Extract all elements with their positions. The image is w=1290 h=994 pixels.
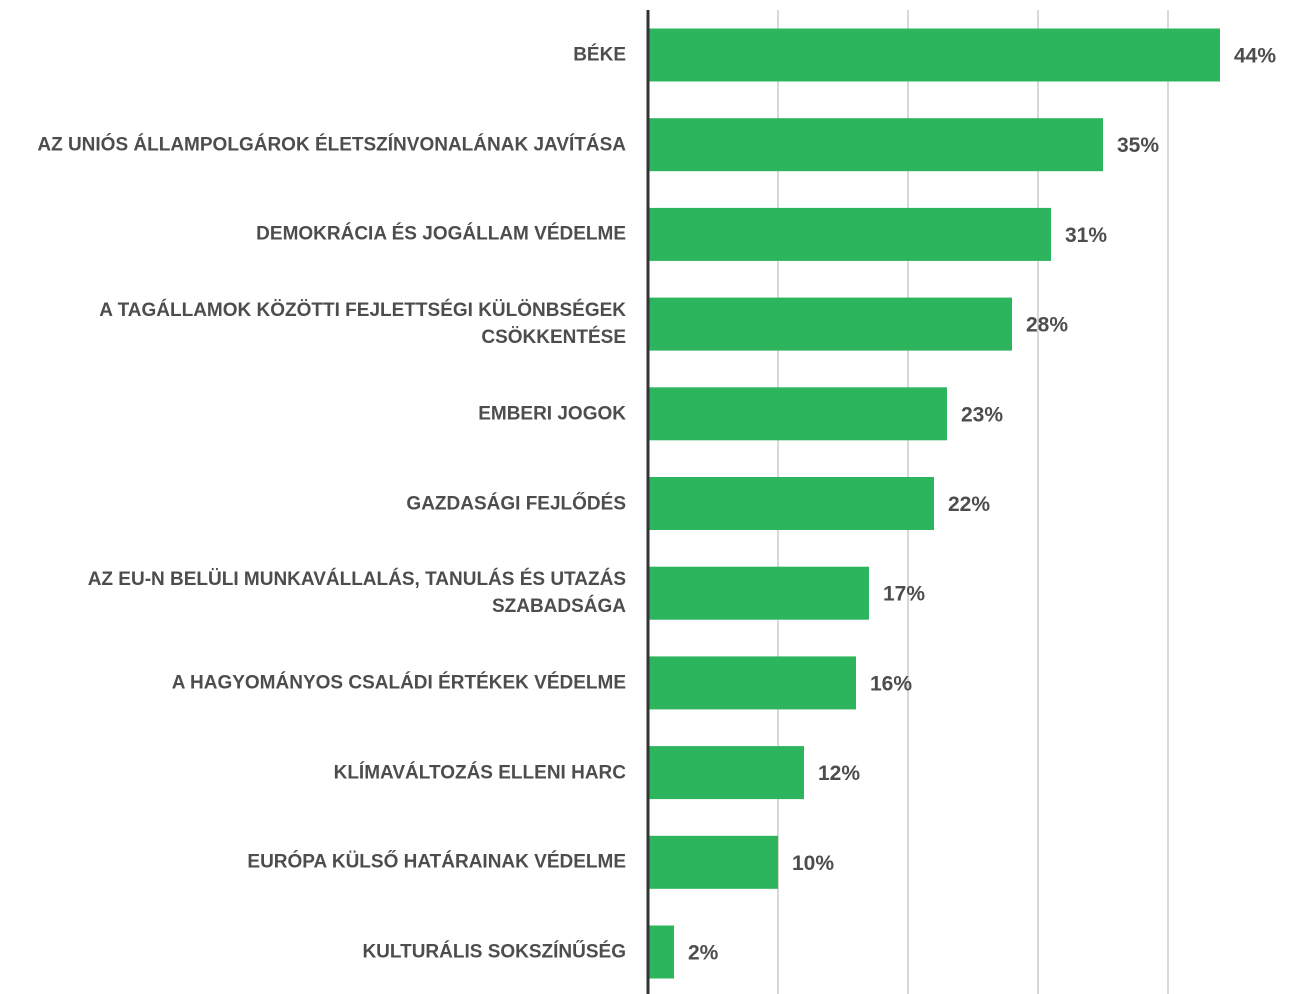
category-label: KULTURÁLIS SOKSZÍNŰSÉG bbox=[362, 941, 626, 963]
category-label: AZ UNIÓS ÁLLAMPOLGÁROK ÉLETSZÍNVONALÁNAK… bbox=[37, 134, 626, 156]
category-label: DEMOKRÁCIA ÉS JOGÁLLAM VÉDELME bbox=[256, 223, 626, 245]
value-label: 35% bbox=[1117, 134, 1159, 157]
value-label: 2% bbox=[688, 942, 719, 965]
bar bbox=[648, 118, 1103, 172]
value-label: 22% bbox=[948, 493, 990, 516]
bar bbox=[648, 746, 804, 800]
bar bbox=[648, 835, 778, 889]
value-label: 31% bbox=[1065, 224, 1107, 247]
bar bbox=[648, 477, 934, 530]
category-label: KLÍMAVÁLTOZÁS ELLENI HARC bbox=[333, 762, 626, 784]
bar bbox=[648, 656, 856, 710]
category-label: EURÓPA KÜLSŐ HATÁRAINAK VÉDELME bbox=[247, 851, 626, 873]
bar bbox=[648, 297, 1012, 351]
value-label: 23% bbox=[961, 403, 1003, 426]
value-label: 17% bbox=[883, 583, 925, 606]
value-label: 16% bbox=[870, 672, 912, 695]
category-label: GAZDASÁGI FEJLŐDÉS bbox=[406, 493, 626, 514]
category-label: EMBERI JOGOK bbox=[478, 403, 626, 425]
bar bbox=[648, 207, 1051, 261]
category-label: A HAGYOMÁNYOS CSALÁDI ÉRTÉKEK VÉDELME bbox=[171, 672, 626, 694]
category-label: BÉKE bbox=[573, 44, 626, 66]
value-label: 10% bbox=[792, 852, 834, 875]
value-label: 28% bbox=[1026, 314, 1068, 337]
bar bbox=[648, 28, 1220, 82]
bar bbox=[648, 387, 947, 441]
value-label: 44% bbox=[1234, 45, 1276, 68]
category-label: AZ EU-N BELÜLI MUNKAVÁLLALÁS, TANULÁS ÉS… bbox=[87, 569, 626, 618]
bar bbox=[648, 566, 869, 620]
category-label: A TAGÁLLAMOK KÖZÖTTI FEJLETTSÉGI KÜLÖNBS… bbox=[99, 300, 626, 349]
value-label: 12% bbox=[818, 762, 860, 785]
bar bbox=[648, 925, 674, 979]
